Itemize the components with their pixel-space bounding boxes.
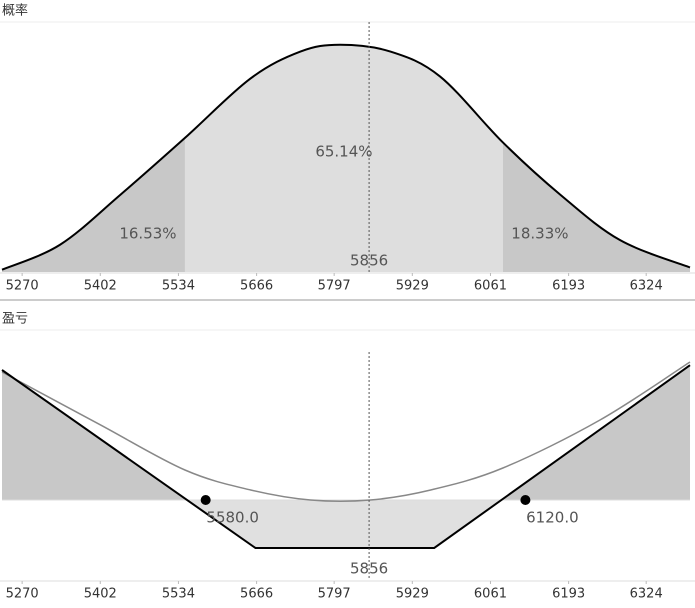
x-tick-label: 5270: [6, 279, 39, 294]
x-tick-label: 6324: [630, 279, 663, 294]
x-tick-label: 6193: [552, 587, 585, 602]
breakeven-label: 6120.0: [526, 509, 579, 527]
fills: [2, 44, 690, 273]
density-curve: [1, 43, 691, 271]
region-label: 16.53%: [119, 225, 176, 243]
chart-title: 盈亏: [2, 312, 28, 327]
x-tick-label: 6193: [552, 279, 585, 294]
x-tick-label: 5797: [318, 587, 351, 602]
breakeven-dot: [520, 495, 531, 505]
x-tick-label: 6061: [474, 587, 507, 602]
payoff-area: [2, 365, 690, 500]
probability-region: [184, 44, 503, 273]
x-tick-label: 5929: [396, 587, 429, 602]
center-label: 5856: [350, 252, 388, 270]
breakeven-dot: [200, 495, 211, 505]
center-label: 5856: [350, 560, 388, 578]
x-tick-label: 5270: [6, 587, 39, 602]
current-payoff-line: [1, 361, 691, 503]
region-label: 65.14%: [315, 143, 372, 161]
probability-region: [502, 142, 690, 272]
fills: [2, 365, 690, 548]
x-tick-label: 6061: [474, 279, 507, 294]
probability-region: [2, 137, 185, 272]
x-tick-label: 6324: [630, 587, 663, 602]
x-tick-label: 5929: [396, 279, 429, 294]
x-tick-label: 5797: [318, 279, 351, 294]
payoff-area: [2, 500, 690, 548]
x-tick-label: 5534: [162, 279, 195, 294]
x-tick-label: 5402: [84, 279, 117, 294]
x-tick-label: 5402: [84, 587, 117, 602]
region-label: 18.33%: [511, 225, 568, 243]
x-tick-label: 5666: [240, 587, 273, 602]
expiry-payoff-line: [1, 364, 691, 549]
x-tick-label: 5666: [240, 279, 273, 294]
x-tick-label: 5534: [162, 587, 195, 602]
chart-title: 概率: [2, 3, 28, 19]
breakeven-label: 5580.0: [206, 509, 259, 527]
